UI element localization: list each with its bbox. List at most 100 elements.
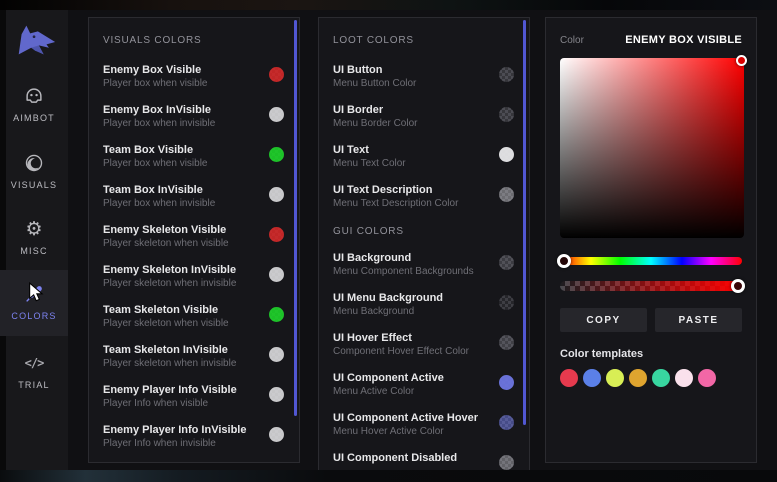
sidebar-item-label: COLORS xyxy=(11,311,57,321)
color-row-title: UI Text xyxy=(333,144,369,156)
color-swatch[interactable] xyxy=(499,295,514,310)
screen-bottom-edge xyxy=(0,470,777,482)
color-row[interactable]: Enemy Player Info InVisible Player Info … xyxy=(103,424,285,462)
color-swatch[interactable] xyxy=(499,375,514,390)
color-swatch[interactable] xyxy=(499,147,514,162)
color-row-title: Enemy Box Visible xyxy=(103,64,202,76)
color-row-title: Enemy Skeleton Visible xyxy=(103,224,227,236)
sidebar-item-aimbot[interactable]: AIMBOT xyxy=(0,85,68,123)
color-row[interactable]: UI Text Description Menu Text Descriptio… xyxy=(333,184,515,224)
paste-button[interactable]: PASTE xyxy=(655,308,742,332)
color-row-title: Team Box InVisible xyxy=(103,184,203,196)
color-row-desc: Player skeleton when visible xyxy=(103,318,229,329)
color-swatch[interactable] xyxy=(499,335,514,350)
color-row-desc: Menu Button Color xyxy=(333,78,417,89)
template-color-swatch[interactable] xyxy=(698,369,716,387)
color-swatch[interactable] xyxy=(499,107,514,122)
color-swatch[interactable] xyxy=(269,307,284,322)
eyedropper-icon xyxy=(0,283,68,305)
template-color-swatch[interactable] xyxy=(652,369,670,387)
section-header: VISUALS COLORS xyxy=(103,35,202,46)
color-swatch[interactable] xyxy=(269,147,284,162)
color-row[interactable]: UI Text Menu Text Color xyxy=(333,144,515,184)
moon-icon xyxy=(0,152,68,174)
color-swatch[interactable] xyxy=(499,415,514,430)
color-swatch[interactable] xyxy=(269,187,284,202)
color-row-desc: Menu Component Backgrounds xyxy=(333,266,474,277)
sidebar-item-trial[interactable]: </> TRIAL xyxy=(0,352,68,390)
color-row-desc: Menu Border Color xyxy=(333,118,418,129)
sidebar-item-label: TRIAL xyxy=(18,380,50,390)
template-color-swatch[interactable] xyxy=(675,369,693,387)
color-row[interactable]: Team Box InVisible Player box when invis… xyxy=(103,184,285,224)
scrollbar-thumb[interactable] xyxy=(294,20,297,416)
color-row[interactable]: UI Button Menu Button Color xyxy=(333,64,515,104)
template-color-swatch[interactable] xyxy=(629,369,647,387)
saturation-value-gradient[interactable] xyxy=(560,55,747,238)
saturation-value-handle[interactable] xyxy=(736,55,747,66)
scrollbar-thumb[interactable] xyxy=(523,20,526,425)
copy-button[interactable]: COPY xyxy=(560,308,647,332)
app-window: AIMBOT VISUALS ⚙ MISC xyxy=(0,10,777,470)
sidebar-item-misc[interactable]: ⚙ MISC xyxy=(0,218,68,256)
color-row[interactable]: Team Box Visible Player box when visible xyxy=(103,144,285,184)
color-picker-panel: Color ENEMY BOX VISIBLE COPY PASTE Color… xyxy=(545,17,757,463)
color-row-desc: Player skeleton when invisible xyxy=(103,278,237,289)
sidebar-item-label: VISUALS xyxy=(10,180,58,190)
color-row-title: Enemy Skeleton InVisible xyxy=(103,264,237,276)
color-swatch[interactable] xyxy=(269,387,284,402)
color-row[interactable]: UI Border Menu Border Color xyxy=(333,104,515,144)
clipboard-buttons: COPY PASTE xyxy=(560,308,742,332)
color-row[interactable]: UI Background Menu Component Backgrounds xyxy=(333,252,515,292)
color-row-desc: Player box when visible xyxy=(103,158,208,169)
color-row-title: UI Text Description xyxy=(333,184,433,196)
alpha-slider-handle[interactable] xyxy=(731,279,745,293)
sidebar-active-highlight xyxy=(0,270,68,336)
color-swatch[interactable] xyxy=(499,455,514,470)
color-row-desc: Player box when invisible xyxy=(103,198,216,209)
color-row[interactable]: UI Menu Background Menu Background xyxy=(333,292,515,332)
template-color-swatch[interactable] xyxy=(606,369,624,387)
visuals-colors-panel: VISUALS COLORS Enemy Box Visible Player … xyxy=(88,17,300,463)
section-header: GUI COLORS xyxy=(333,226,404,237)
color-row-desc: Menu Text Color xyxy=(333,158,406,169)
color-swatch[interactable] xyxy=(269,427,284,442)
color-row[interactable]: Enemy Skeleton Visible Player skeleton w… xyxy=(103,224,285,264)
color-swatch[interactable] xyxy=(269,227,284,242)
color-swatch[interactable] xyxy=(269,67,284,82)
loot-gui-colors-panel: LOOT COLORS UI Button Menu Button Color … xyxy=(318,17,530,470)
color-row[interactable]: UI Component Active Hover Menu Hover Act… xyxy=(333,412,515,452)
template-color-swatch[interactable] xyxy=(583,369,601,387)
color-swatch[interactable] xyxy=(499,67,514,82)
hue-slider[interactable] xyxy=(557,254,742,268)
color-row[interactable]: Team Skeleton InVisible Player skeleton … xyxy=(103,344,285,384)
color-row-desc: Component Hover Effect Color xyxy=(333,346,469,357)
color-row[interactable]: UI Hover Effect Component Hover Effect C… xyxy=(333,332,515,372)
color-row-desc: Player skeleton when invisible xyxy=(103,358,237,369)
hue-slider-handle[interactable] xyxy=(557,254,571,268)
color-row[interactable]: UI Component Active Menu Active Color xyxy=(333,372,515,412)
color-swatch[interactable] xyxy=(499,187,514,202)
color-row[interactable]: Enemy Box Visible Player box when visibl… xyxy=(103,64,285,104)
template-color-swatch[interactable] xyxy=(560,369,578,387)
color-label: Color xyxy=(560,35,584,46)
color-swatch[interactable] xyxy=(269,107,284,122)
sidebar-item-visuals[interactable]: VISUALS xyxy=(0,152,68,190)
color-row-title: UI Button xyxy=(333,64,383,76)
color-row-desc: Menu Text Description Color xyxy=(333,198,459,209)
color-swatch[interactable] xyxy=(499,255,514,270)
color-row[interactable]: UI Component Disabled xyxy=(333,452,515,470)
color-row[interactable]: Enemy Box InVisible Player box when invi… xyxy=(103,104,285,144)
alpha-slider[interactable] xyxy=(560,279,745,293)
sidebar-item-colors[interactable]: COLORS xyxy=(0,283,68,321)
color-row[interactable]: Team Skeleton Visible Player skeleton wh… xyxy=(103,304,285,344)
color-row[interactable]: Enemy Skeleton InVisible Player skeleton… xyxy=(103,264,285,304)
color-swatch[interactable] xyxy=(269,347,284,362)
color-swatch[interactable] xyxy=(269,267,284,282)
color-row-title: UI Background xyxy=(333,252,412,264)
color-templates xyxy=(560,369,742,387)
color-row-title: UI Component Disabled xyxy=(333,452,458,464)
color-row-desc: Player box when invisible xyxy=(103,118,216,129)
color-row[interactable]: Enemy Player Info Visible Player Info wh… xyxy=(103,384,285,424)
wolf-logo xyxy=(12,20,58,62)
